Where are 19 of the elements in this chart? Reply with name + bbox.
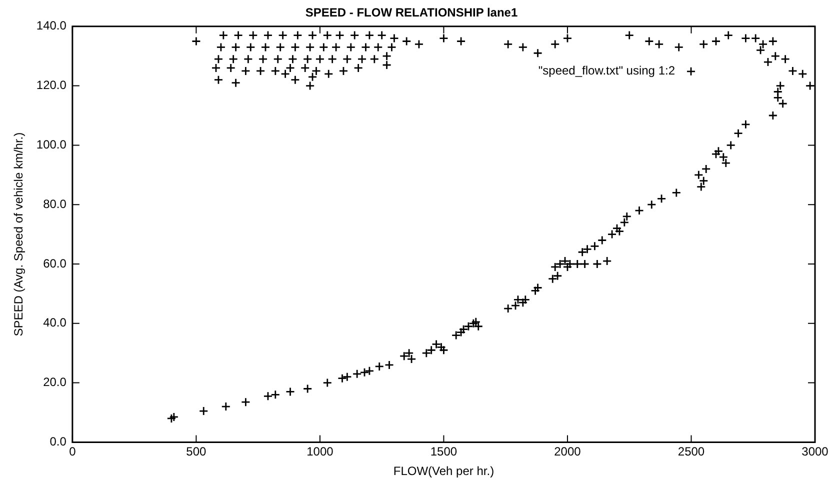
y-tick-label: 20.0 <box>43 375 67 390</box>
y-tick-label: 100.0 <box>36 138 67 152</box>
legend-label: "speed_flow.txt" using 1:2 <box>538 64 676 78</box>
x-tick-label: 2500 <box>678 444 705 459</box>
chart-title: SPEED - FLOW RELATIONSHIP lane1 <box>305 6 518 20</box>
x-tick-label: 500 <box>186 444 207 459</box>
x-tick-label: 0 <box>69 444 76 459</box>
y-tick-label: 120.0 <box>36 78 67 92</box>
y-tick-label: 80.0 <box>43 196 67 211</box>
x-tick-label: 2000 <box>554 444 582 459</box>
x-tick-label: 1000 <box>306 444 334 459</box>
x-tick-label: 3000 <box>802 444 829 459</box>
y-tick-label: 40.0 <box>43 316 67 330</box>
x-axis-title: FLOW(Veh per hr.) <box>393 464 494 478</box>
x-tick-label: 1500 <box>430 444 458 459</box>
y-tick-label: 60.0 <box>43 256 67 270</box>
y-tick-label: 140.0 <box>36 18 67 33</box>
y-axis-title: SPEED (Avg. Speed of vehicle km/hr.) <box>12 132 26 336</box>
y-tick-label: 0.0 <box>50 434 67 449</box>
